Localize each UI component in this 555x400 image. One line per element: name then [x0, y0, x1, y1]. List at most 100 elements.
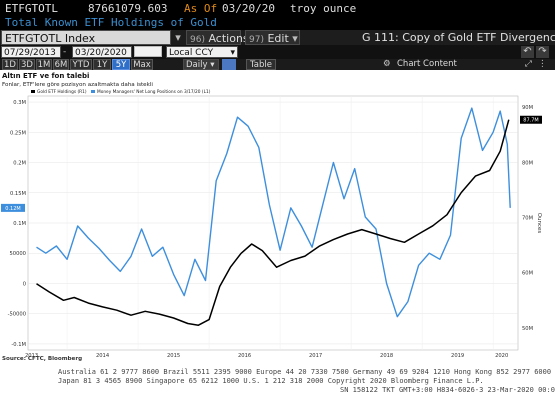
currency-chevron-icon: ▾ [230, 48, 235, 58]
quote-header: ETFGTOTL 87661079.603 As Of 03/20/20 tro… [0, 0, 555, 16]
right-tick-label: 80M [522, 160, 533, 166]
x-tick-label: 2014 [96, 353, 110, 359]
unit-label: troy ounce [290, 2, 357, 15]
calendar-icon[interactable] [134, 46, 162, 57]
chart-canvas: Altın ETF ve fon talebi Fonlar, ETF'lere… [1, 72, 542, 362]
right-tick-label: 50M [522, 326, 533, 332]
period-button-6m[interactable]: 6M [53, 59, 69, 70]
period-button-max[interactable]: Max [131, 59, 153, 70]
frequency-chevron-icon: ▾ [210, 60, 215, 70]
zoom-icon[interactable]: ⤢ [525, 59, 532, 69]
footer-line-1: Australia 61 2 9777 8600 Brazil 5511 239… [58, 368, 552, 376]
legend-swatch [91, 90, 95, 93]
period-button-5y[interactable]: 5Y [112, 59, 130, 70]
legend-entry: Gold ETF Holdings (R1) [37, 89, 87, 95]
chart-content-label: Chart Content [397, 59, 457, 69]
x-tick-label: 2013 [25, 353, 38, 359]
undo-icon[interactable]: ↶ [521, 46, 534, 58]
left-tick-label: 0.1M [13, 221, 26, 227]
graph-title: G 111: Copy of Gold ETF Divergence [362, 31, 555, 44]
start-date-value: 07/29/2013 [4, 48, 56, 58]
edit-hotkey: 97) [249, 35, 264, 45]
end-date-value: 03/20/2020 [75, 48, 127, 58]
right-tick-label: 70M [522, 215, 533, 221]
frequency-select[interactable]: Daily ▾ [183, 59, 219, 70]
x-axis: 2013 2014 2015 2016 2017 2018 2019 2020 [25, 353, 508, 359]
chart-source: Source: CFTC, Bloomberg [2, 356, 82, 362]
period-bar: 1D 3D 1M 6M YTD 1Y 5Y Max Daily ▾ Table ⚙ Chart… [0, 59, 555, 70]
more-options-icon[interactable]: ⋮ [538, 59, 547, 69]
period-buttons: 1D 3D 1M 6M YTD 1Y 5Y Max [0, 59, 185, 70]
settings-gear-icon[interactable]: ⚙ [383, 59, 391, 69]
x-tick-label: 2019 [451, 353, 464, 359]
date-range-bar: 07/29/2013 - 03/20/2020 Local CCY ▾ ↶ ↷ [0, 45, 555, 59]
security-description: Total Known ETF Holdings of Gold [5, 16, 217, 29]
chart-legend: Gold ETF Holdings (R1) Money Managers' Ne… [31, 89, 211, 95]
value-markers: 0.12M 87.7M [1, 115, 542, 212]
etf-holdings-line [36, 119, 510, 326]
security-description-row: Total Known ETF Holdings of Gold [0, 15, 555, 30]
date-separator: - [63, 47, 67, 57]
security-field[interactable]: ETFGTOTL Index [1, 30, 171, 45]
legend-entry: Money Managers' Net Long Positions on 3/… [97, 89, 211, 95]
footer: Australia 61 2 9777 8600 Brazil 5511 239… [0, 366, 555, 400]
ticker: ETFGTOTL [5, 2, 58, 15]
period-button-1y[interactable]: 1Y [93, 59, 111, 70]
right-tick-label: 90M [522, 105, 533, 111]
left-tick-label: -0.1M [11, 342, 26, 348]
frequency-value: Daily [186, 60, 208, 70]
left-value-marker-label: 0.12M [5, 206, 20, 212]
chart-subtitle: Fonlar, ETF'lere göre pozisyon azaltmakt… [2, 82, 153, 88]
footer-line-2: Japan 81 3 4565 8900 Singapore 65 6212 1… [58, 377, 484, 385]
table-button[interactable]: Table [246, 59, 276, 70]
left-tick-label: 0.3M [13, 100, 26, 106]
asof-label: As Of [184, 2, 218, 15]
start-date-field[interactable]: 07/29/2013 [1, 46, 61, 58]
period-button-1d[interactable]: 1D [2, 59, 18, 70]
toolbar: ETFGTOTL Index ▾ 96) Actions ▾ 97) Edit … [0, 30, 555, 45]
left-value-marker [1, 203, 25, 212]
chart-lines [36, 107, 511, 326]
currency-value: Local CCY [169, 48, 214, 58]
x-tick-label: 2015 [167, 353, 180, 359]
period-button-1m[interactable]: 1M [36, 59, 52, 70]
left-tick-label: 50000 [9, 251, 26, 257]
left-tick-label: 0.2M [13, 161, 26, 167]
chart-panel: Altın ETF ve fon talebi Fonlar, ETF'lere… [0, 70, 555, 366]
x-tick-label: 2020 [495, 353, 508, 359]
left-tick-label: 0 [23, 281, 26, 287]
left-tick-label: -50000 [8, 312, 26, 318]
chart-type-icon[interactable] [222, 59, 236, 70]
net-long-positions-line [36, 107, 511, 318]
right-axis-label: Ounces [536, 213, 542, 234]
right-value-marker-label: 87.7M [523, 118, 538, 124]
right-value-marker [520, 115, 542, 124]
right-tick-label: 60M [522, 271, 533, 277]
actions-menu-button[interactable]: 96) Actions ▾ [186, 30, 258, 45]
security-menu-chevron-icon[interactable]: ▾ [175, 31, 181, 44]
left-tick-label: 0.15M [10, 191, 26, 197]
security-field-value: ETFGTOTL Index [5, 32, 96, 45]
period-button-ytd[interactable]: YTD [70, 59, 92, 70]
x-tick-label: 2016 [238, 353, 251, 359]
end-date-field[interactable]: 03/20/2020 [72, 46, 132, 58]
last-value: 87661079.603 [88, 2, 168, 15]
currency-select[interactable]: Local CCY ▾ [166, 46, 238, 58]
chart-content-button[interactable]: Chart Content [397, 59, 457, 70]
x-tick-label: 2017 [309, 353, 322, 359]
edit-label: Edit [267, 32, 289, 45]
left-axis: 0.3M 0.25M 0.2M 0.15M 0.1M 50000 0 -50000 -0.1M [8, 100, 26, 348]
table-label: Table [250, 60, 272, 70]
redo-icon[interactable]: ↷ [536, 46, 549, 58]
x-tick-label: 2018 [380, 353, 393, 359]
right-axis: 90M 80M 70M 60M 50M Ounces [522, 105, 542, 332]
footer-line-3: SN 158122 TKT GMT+3:00 H834-6026-3 23-Ma… [340, 386, 555, 394]
actions-label: Actions [208, 32, 249, 45]
actions-hotkey: 96) [190, 35, 205, 45]
edit-menu-button[interactable]: 97) Edit ▾ [245, 30, 300, 45]
legend-swatch [31, 90, 35, 93]
chart-grid [27, 95, 519, 351]
period-button-3d[interactable]: 3D [19, 59, 35, 70]
asof-date: 03/20/20 [222, 2, 275, 15]
left-tick-label: 0.25M [10, 130, 26, 136]
